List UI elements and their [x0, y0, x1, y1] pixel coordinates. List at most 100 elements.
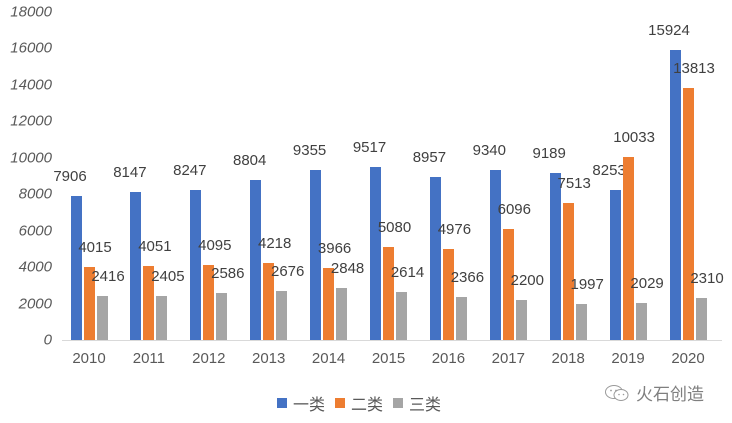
y-tick-label: 4000 [18, 258, 52, 276]
data-label: 2200 [510, 271, 544, 289]
x-axis-line [62, 340, 722, 341]
bar-series2 [622, 157, 634, 340]
wechat-icon [605, 384, 629, 401]
legend: 一类 二类 三类 [277, 391, 451, 415]
bar-series1 [70, 195, 82, 340]
y-tick-label: 8000 [18, 185, 52, 203]
x-tick-label: 2017 [491, 350, 525, 367]
data-label: 8253 [592, 161, 626, 179]
bar-series1 [429, 176, 441, 340]
data-label: 2676 [271, 263, 305, 281]
watermark: 火石创造 [604, 380, 704, 405]
watermark-text: 火石创造 [636, 385, 704, 404]
bar-series3 [515, 299, 527, 340]
legend-item: 一类 [277, 391, 325, 415]
x-tick-label: 2019 [611, 350, 645, 367]
y-tick-label: 14000 [10, 76, 52, 94]
data-label: 8804 [233, 151, 267, 169]
y-tick-label: 18000 [10, 3, 52, 21]
bar-series2 [442, 249, 454, 340]
legend-label: 二类 [351, 397, 384, 414]
bar-series1 [310, 169, 322, 340]
bar-series1 [130, 191, 142, 340]
legend-swatch [393, 398, 404, 408]
legend-swatch [335, 398, 346, 408]
bar-series3 [96, 295, 108, 340]
x-tick-label: 2020 [671, 350, 705, 367]
legend-item: 三类 [393, 391, 441, 415]
bar-series1 [609, 189, 621, 340]
bar-series1 [549, 172, 561, 340]
legend-swatch [277, 398, 287, 408]
y-tick-label: 2000 [18, 295, 52, 313]
data-label: 4218 [258, 235, 292, 253]
bar-series1 [669, 49, 681, 340]
bar-series2 [263, 263, 275, 340]
bar-series3 [455, 296, 467, 340]
bar-series2 [143, 266, 155, 340]
data-label: 10033 [613, 129, 655, 147]
bar-series2 [562, 203, 574, 340]
data-label: 15924 [648, 21, 690, 39]
bar-series3 [156, 296, 168, 340]
data-label: 2405 [151, 268, 185, 286]
data-label: 3966 [317, 239, 352, 257]
y-tick-label: 10000 [10, 149, 52, 167]
data-label: 13813 [673, 60, 715, 78]
legend-item: 二类 [335, 391, 383, 415]
y-tick-label: 0 [43, 331, 52, 349]
y-tick-label: 16000 [10, 39, 52, 57]
bar-series3 [575, 303, 587, 340]
bar-series2 [502, 228, 514, 340]
bar-series1 [190, 189, 202, 340]
data-label: 7513 [557, 175, 591, 193]
x-tick-label: 2015 [371, 350, 406, 367]
data-label: 4976 [437, 221, 472, 239]
x-tick-label: 2018 [551, 350, 585, 367]
data-label: 9340 [472, 141, 506, 159]
bar-series1 [250, 179, 262, 340]
data-label: 2366 [450, 268, 485, 286]
x-tick-label: 2012 [192, 350, 226, 367]
x-tick-label: 2014 [311, 350, 346, 367]
data-label: 2848 [330, 260, 365, 278]
y-tick-label: 6000 [18, 222, 52, 240]
bar-series3 [276, 291, 288, 340]
data-label: 4095 [198, 237, 232, 255]
data-label: 2586 [211, 264, 245, 282]
bar-series2 [682, 88, 694, 340]
x-tick-label: 2016 [431, 350, 466, 367]
legend-label: 三类 [409, 397, 442, 414]
data-label: 4015 [78, 238, 112, 256]
x-tick-label: 2013 [252, 350, 286, 367]
legend-label: 一类 [293, 397, 326, 414]
data-label: 5080 [377, 219, 412, 237]
bar-series2 [383, 247, 394, 340]
bar-series1 [370, 166, 381, 340]
data-label: 2416 [91, 267, 125, 285]
x-tick-label: 2011 [132, 350, 166, 367]
data-label: 2614 [390, 264, 425, 282]
data-label: 9189 [532, 144, 566, 162]
bar-series3 [695, 297, 707, 340]
data-label: 2310 [690, 269, 724, 287]
data-label: 4051 [138, 238, 172, 256]
y-tick-label: 12000 [10, 112, 52, 130]
bar-series3 [396, 292, 407, 340]
data-label: 9517 [352, 138, 387, 156]
bar-series3 [635, 303, 647, 340]
data-label: 7906 [53, 167, 87, 185]
data-label: 8247 [173, 161, 207, 179]
bar-series2 [323, 267, 335, 340]
data-label: 8147 [113, 163, 147, 181]
bar-series1 [489, 169, 501, 340]
bar-series3 [216, 292, 228, 340]
data-label: 9355 [292, 141, 327, 159]
bar-series2 [83, 266, 95, 340]
bar-series3 [336, 288, 348, 340]
data-label: 8957 [412, 148, 447, 166]
x-tick-label: 2010 [72, 350, 106, 367]
data-label: 2029 [630, 275, 664, 293]
data-label: 1997 [570, 275, 604, 293]
